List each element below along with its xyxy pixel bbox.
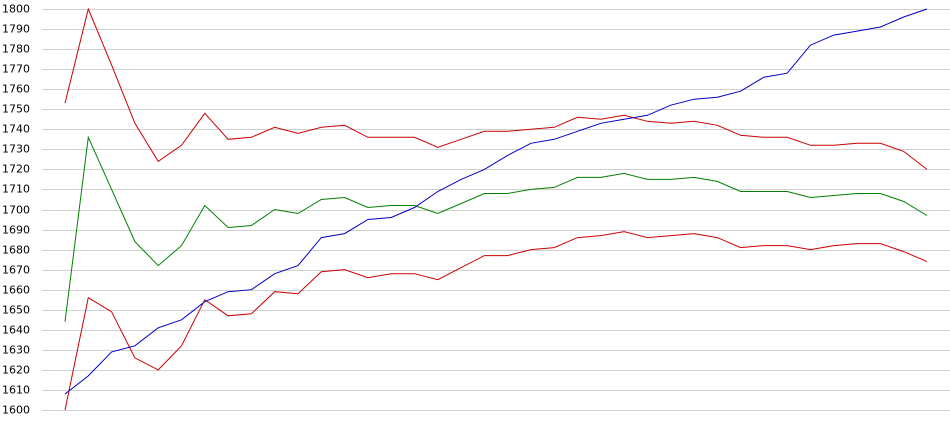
y-tick-label: 1750 [2,103,30,116]
y-tick-label: 1710 [2,183,30,196]
y-tick-label: 1700 [2,204,30,217]
y-tick-label: 1720 [2,163,30,176]
y-tick-label: 1730 [2,143,30,156]
y-tick-label: 1630 [2,344,30,357]
y-tick-label: 1790 [2,23,30,36]
series-line [64,135,928,322]
y-tick-label: 1670 [2,264,30,277]
y-tick-label: 1680 [2,244,30,257]
y-tick-label: 1780 [2,43,30,56]
series-line [64,7,928,170]
y-tick-label: 1650 [2,304,30,317]
y-tick-label: 1600 [2,404,30,417]
series-line [64,231,928,411]
y-tick-label: 1740 [2,123,30,136]
y-tick-label: 1610 [2,384,30,397]
y-tick-label: 1690 [2,224,30,237]
series-line [64,8,928,395]
y-tick-label: 1620 [2,364,30,377]
y-tick-label: 1770 [2,63,30,76]
y-tick-label: 1640 [2,324,30,337]
y-tick-label: 1660 [2,284,30,297]
y-tick-label: 1800 [2,3,30,16]
y-tick-label: 1760 [2,83,30,96]
